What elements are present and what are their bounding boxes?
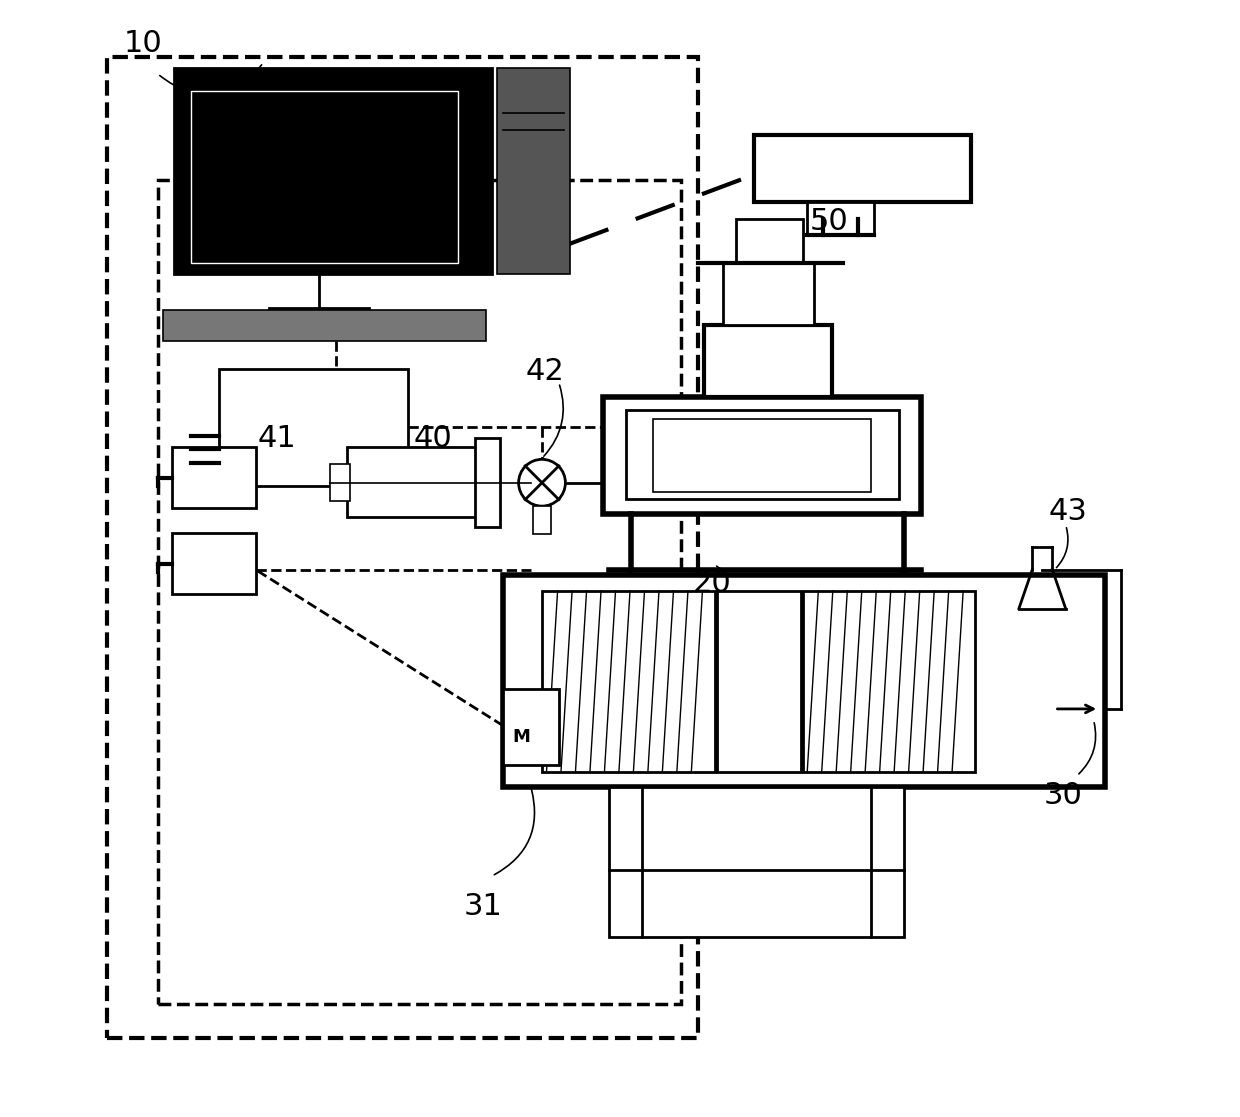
Bar — [653, 419, 870, 491]
Bar — [542, 591, 714, 773]
Bar — [497, 68, 570, 275]
Bar — [503, 689, 559, 765]
Text: 43: 43 — [1049, 496, 1087, 525]
Bar — [807, 202, 874, 236]
Text: 20: 20 — [692, 569, 732, 598]
Text: M: M — [512, 728, 529, 746]
Bar — [723, 264, 813, 325]
Text: 41: 41 — [258, 424, 296, 454]
Text: 30: 30 — [1043, 781, 1083, 810]
Text: 31: 31 — [464, 892, 503, 922]
Text: 42: 42 — [526, 357, 564, 386]
Bar — [172, 447, 255, 508]
Text: 10: 10 — [124, 29, 162, 58]
Bar — [475, 438, 500, 527]
Bar — [347, 447, 486, 517]
Bar — [108, 57, 698, 1038]
Bar — [717, 591, 801, 773]
Bar — [703, 325, 832, 397]
Bar — [604, 397, 921, 514]
Bar — [802, 591, 976, 773]
Bar — [157, 180, 681, 1004]
Bar — [754, 135, 971, 202]
Text: 40: 40 — [414, 424, 453, 454]
Bar — [191, 90, 459, 264]
Bar — [609, 786, 904, 937]
Bar — [219, 369, 408, 486]
Bar — [533, 506, 551, 534]
Bar — [625, 410, 899, 499]
Bar — [503, 575, 1105, 786]
Text: 50: 50 — [810, 207, 848, 236]
Bar — [330, 464, 351, 500]
Bar — [164, 311, 486, 341]
Bar — [172, 533, 255, 594]
Bar — [735, 219, 802, 264]
Bar — [175, 68, 492, 275]
